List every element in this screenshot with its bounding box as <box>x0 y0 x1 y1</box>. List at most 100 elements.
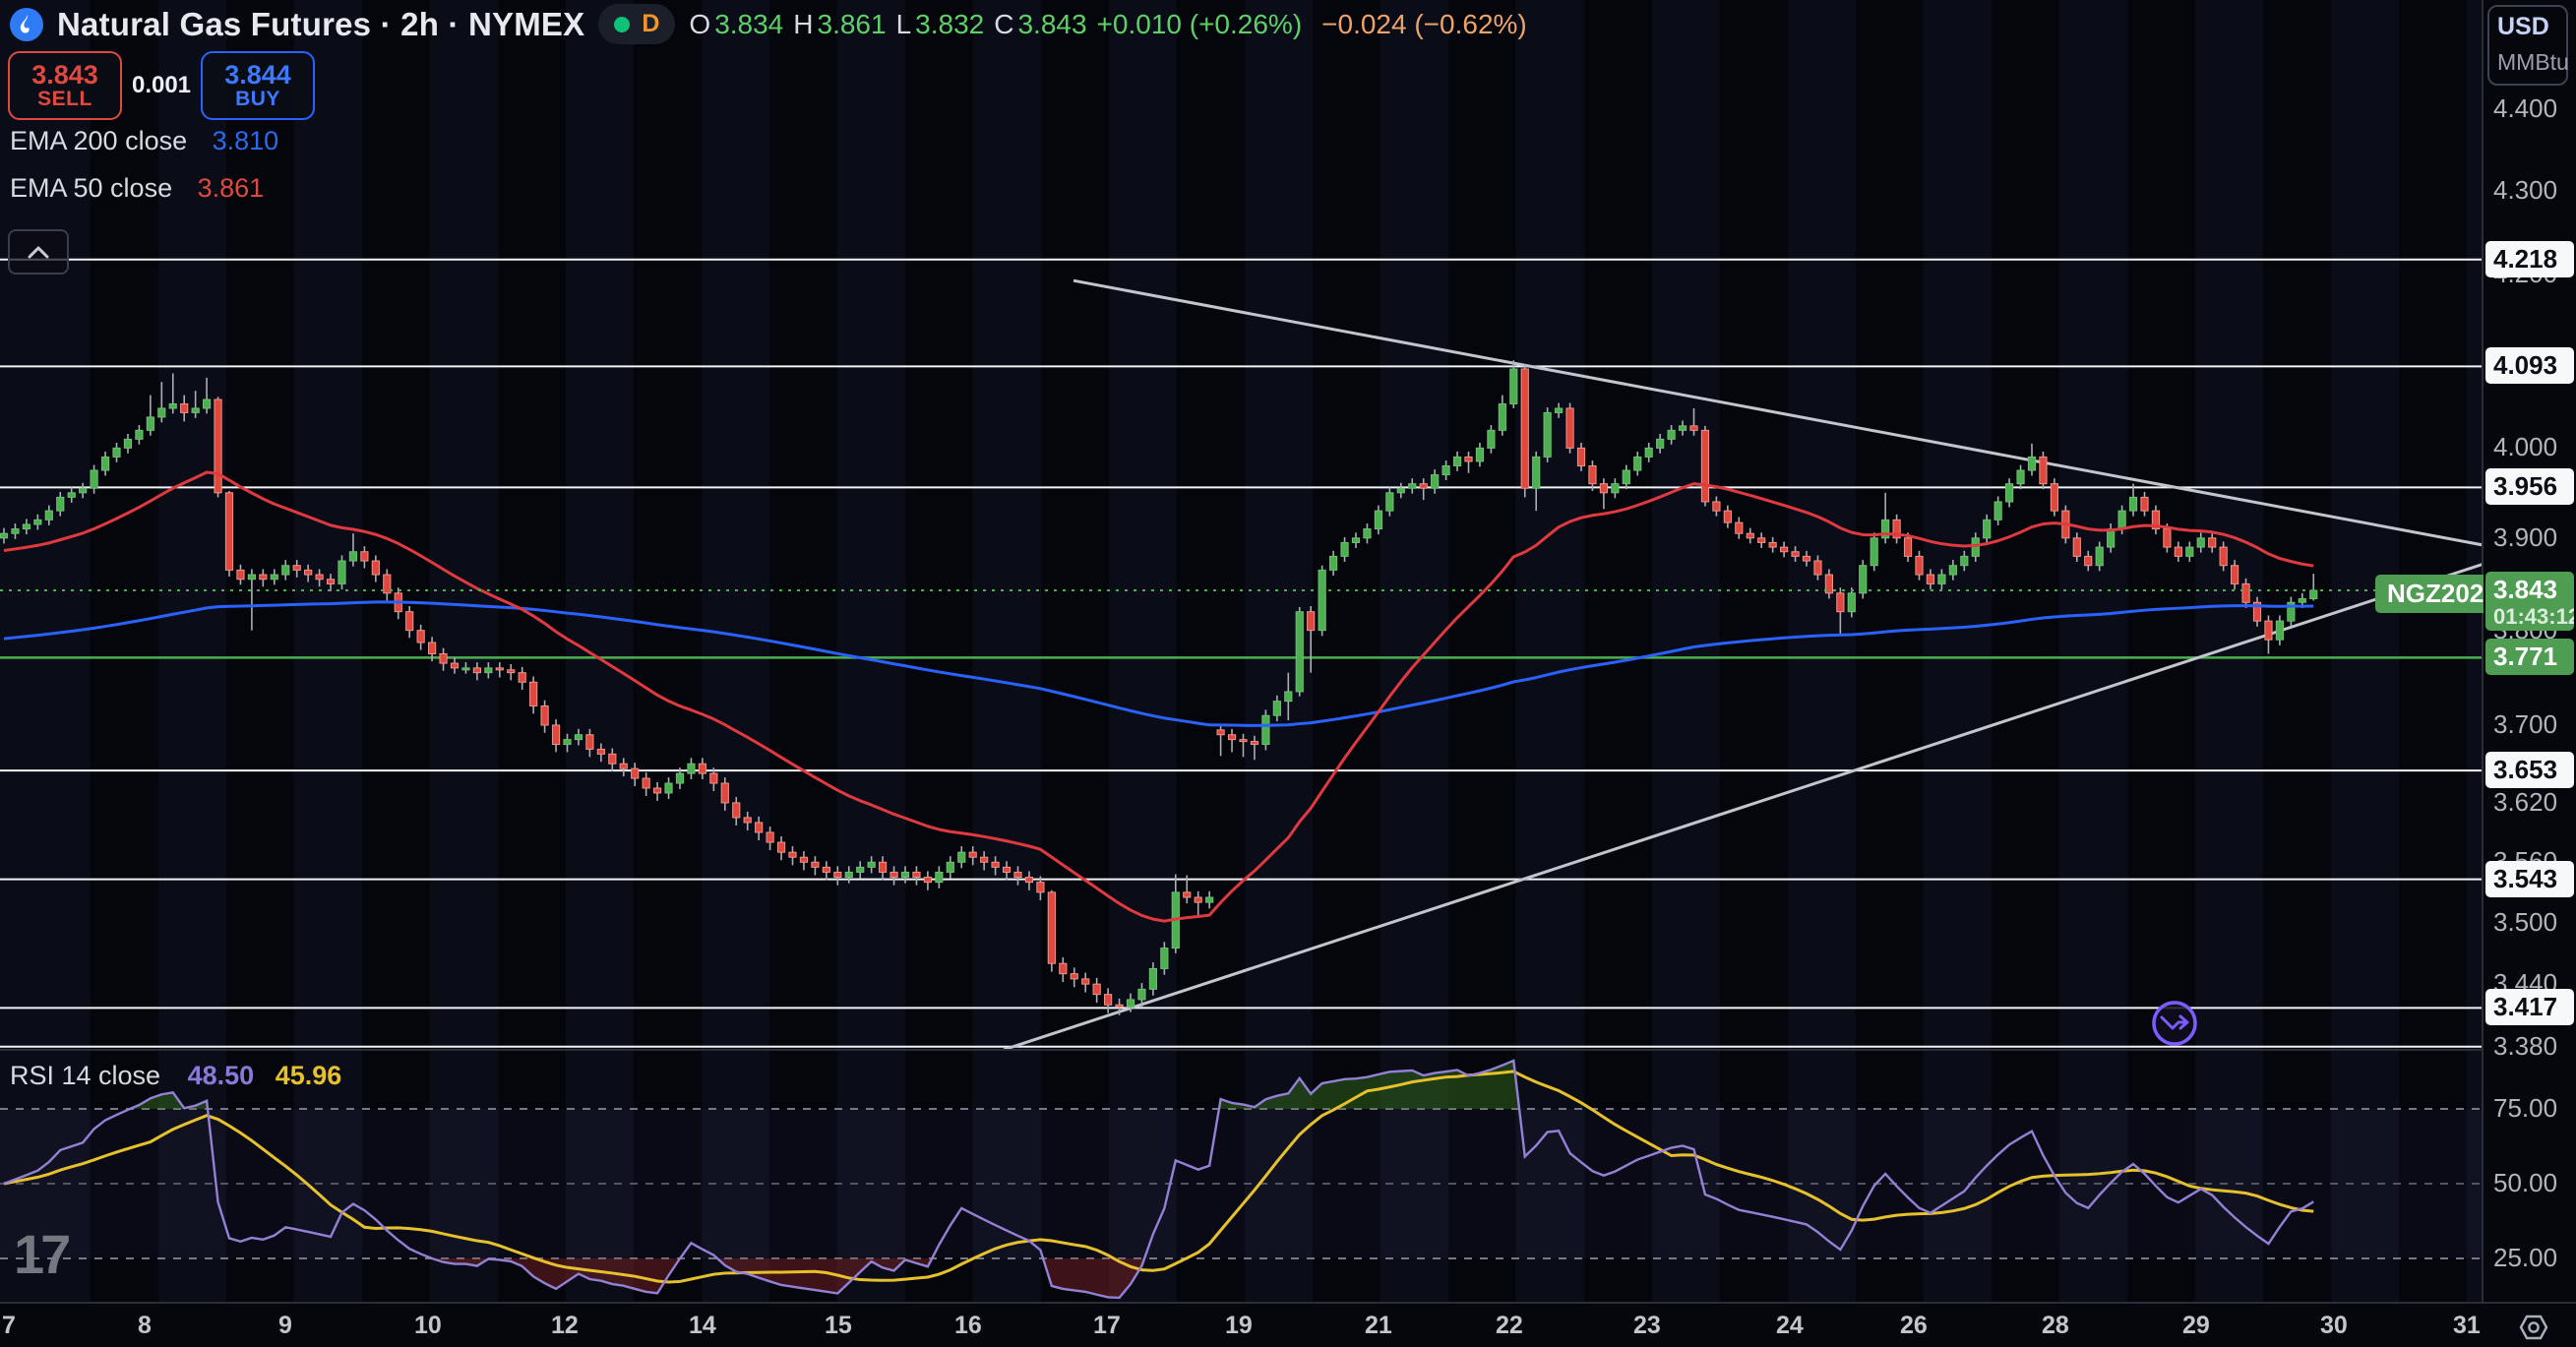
symbol-logo-flame-icon <box>10 7 43 41</box>
candle-down <box>1464 456 1473 462</box>
ascending-trendline[interactable] <box>1003 563 2482 1050</box>
descending-trendline[interactable] <box>1073 278 2482 547</box>
change-value: +0.010 (+0.26%) <box>1096 8 1303 39</box>
candle-up <box>2128 496 2138 512</box>
chevron-up-icon <box>28 246 49 259</box>
candle-down <box>642 777 650 789</box>
last-price-label: 3.843 01:43:12 <box>2485 572 2574 632</box>
candle-up <box>1329 555 1338 571</box>
price-axis[interactable]: USD MMBtu 4.4004.3004.2004.0003.9003.800… <box>2484 0 2576 1302</box>
open-value: 3.834 <box>714 8 784 39</box>
candle-up <box>2117 510 2126 530</box>
market-status-pill[interactable]: D <box>598 4 676 44</box>
ema200-legend[interactable]: EMA 200 close 3.810 <box>10 126 278 156</box>
candle-down <box>766 831 774 843</box>
candle-up <box>157 407 166 418</box>
candle-up <box>1205 896 1214 903</box>
candle-up <box>2287 601 2296 622</box>
price-tick: 3.620 <box>2493 786 2558 817</box>
candle-up <box>90 469 98 489</box>
candle-down <box>405 611 414 632</box>
collapse-legend-button[interactable] <box>8 229 69 275</box>
candle-up <box>2298 597 2306 603</box>
candle-up <box>11 528 20 534</box>
candle-up <box>1543 411 1552 458</box>
candle-down <box>2264 620 2273 641</box>
candle-up <box>1937 574 1946 584</box>
candle-down <box>653 787 662 794</box>
countdown: 01:43:12 <box>2493 604 2574 629</box>
ema50-line[interactable] <box>3 470 2314 923</box>
open-label: O <box>689 8 711 39</box>
candle-down <box>1802 555 1811 562</box>
candle-up <box>687 763 696 774</box>
candle-down <box>1892 519 1901 539</box>
high-label: H <box>793 8 814 39</box>
candle-up <box>2275 620 2285 641</box>
candle-down <box>518 672 526 683</box>
pane-divider[interactable] <box>0 1049 2482 1051</box>
candle-down <box>236 569 245 581</box>
candle-up <box>856 866 865 873</box>
candle-down <box>732 802 741 819</box>
candle-down <box>596 748 605 755</box>
ema200-line[interactable] <box>3 600 2314 727</box>
circled-arrow-marker[interactable] <box>2152 1001 2197 1046</box>
rsi-tick: 50.00 <box>2493 1168 2558 1197</box>
time-label: 19 <box>1225 1312 1253 1339</box>
axis-settings-gear-icon[interactable] <box>2519 1313 2548 1347</box>
rsi-ma-line[interactable] <box>3 1070 2314 1284</box>
ohlc-readout: O 3.834 H 3.861 L 3.832 C 3.843 +0.010 (+0.2… <box>689 9 1526 40</box>
candle-up <box>100 456 110 471</box>
candle-up <box>44 510 53 520</box>
price-axis-unit-toggle[interactable]: USD MMBtu <box>2487 5 2569 86</box>
sell-price: 3.843 <box>31 59 98 90</box>
rsi-legend[interactable]: RSI 14 close 48.50 45.96 <box>10 1061 341 1091</box>
rsi-pane[interactable] <box>0 1050 2482 1302</box>
candle-down <box>224 492 234 571</box>
candle-down <box>214 398 222 494</box>
candle-down <box>551 724 561 746</box>
candle-up <box>337 560 346 584</box>
candle-down <box>1791 551 1800 557</box>
candle-down <box>383 574 392 594</box>
time-axis[interactable]: 7 8 9 10 12 14 15 16 17 19 21 22 23 24 26 28 29 30 31 <box>0 1304 2576 1347</box>
rsi-line[interactable] <box>3 1059 2314 1300</box>
candle-down <box>755 822 764 833</box>
sell-button[interactable]: 3.843 SELL <box>8 51 122 120</box>
symbol-title[interactable]: Natural Gas Futures · 2h · NYMEX <box>57 5 585 42</box>
candle-up <box>461 667 470 671</box>
price-chart[interactable] <box>0 0 2482 1050</box>
candle-up <box>1295 611 1304 693</box>
candle-down <box>991 861 1000 868</box>
time-label: 15 <box>825 1312 852 1339</box>
candle-up <box>946 861 954 873</box>
price-tick: 3.380 <box>2493 1030 2558 1061</box>
candle-up <box>123 438 133 449</box>
candle-down <box>472 667 481 674</box>
candle-up <box>168 403 177 409</box>
candle-down <box>326 579 336 584</box>
price-level-label: 4.093 <box>2485 347 2574 385</box>
candle-up <box>1532 456 1541 489</box>
close-value: 3.843 <box>1017 8 1087 39</box>
candle-down <box>698 763 706 774</box>
candle-up <box>1948 565 1957 576</box>
buy-button[interactable]: 3.844 BUY <box>201 51 315 120</box>
candle-up <box>1340 541 1349 557</box>
candle-up <box>1644 447 1653 458</box>
ema50-legend[interactable]: EMA 50 close 3.861 <box>10 173 264 204</box>
candle-down <box>619 763 628 769</box>
candle-up <box>67 492 76 498</box>
candle-down <box>1239 739 1248 743</box>
candle-up <box>1441 464 1450 476</box>
tradingview-watermark-logo[interactable]: 17 <box>14 1223 71 1285</box>
delayed-data-badge: D <box>642 10 660 37</box>
time-label: 28 <box>2042 1312 2069 1339</box>
candle-up <box>1993 501 2002 520</box>
candle-down <box>923 877 932 884</box>
candle-down <box>2072 537 2081 557</box>
rsi-tick: 25.00 <box>2493 1243 2558 1272</box>
candles[interactable] <box>0 360 2318 1015</box>
candle-down <box>889 871 898 879</box>
